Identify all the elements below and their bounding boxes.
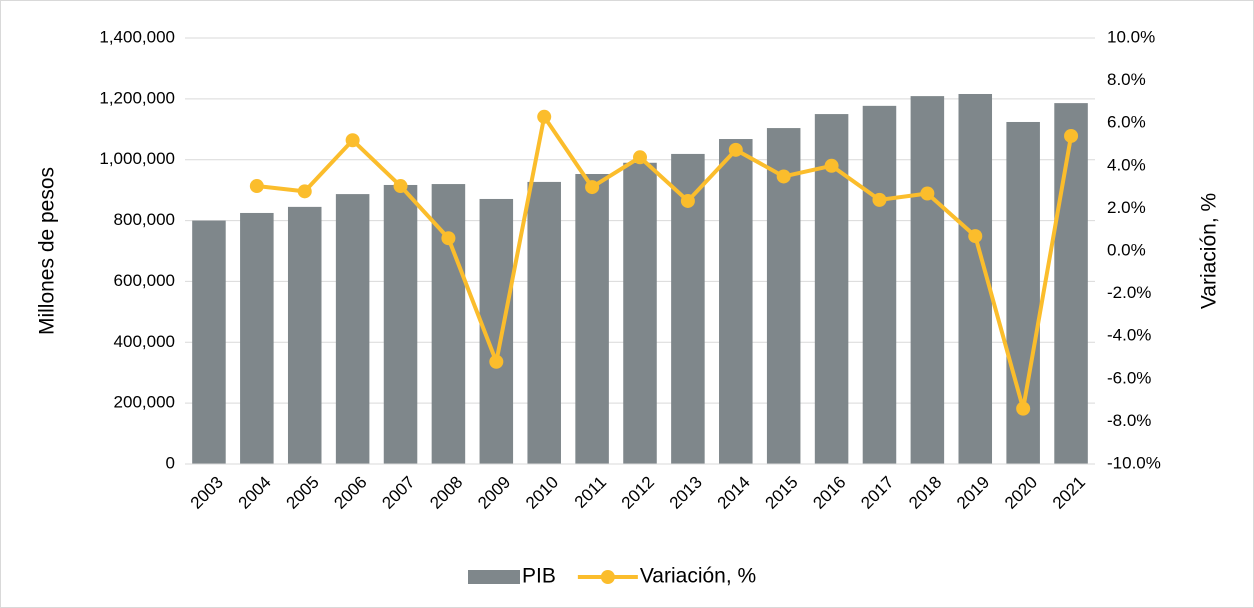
legend-label: PIB [522, 565, 556, 588]
y2-tick-label: -8.0% [1107, 411, 1151, 430]
bar [527, 181, 561, 465]
y2-axis-title: Variación, % [1198, 193, 1221, 309]
bar [910, 96, 945, 465]
point [824, 158, 839, 173]
y2-tick-label: 10.0% [1107, 27, 1155, 46]
point [1064, 128, 1079, 143]
y2-tick-label: 0.0% [1107, 240, 1146, 259]
point [441, 231, 456, 246]
point [1016, 401, 1031, 416]
point [728, 142, 743, 157]
y-tick-label: 0 [166, 453, 175, 472]
point [393, 179, 408, 194]
point [872, 192, 887, 207]
point [633, 150, 647, 165]
bar [719, 139, 753, 464]
bar [862, 105, 897, 464]
bar [431, 184, 466, 465]
point [968, 229, 983, 244]
point [537, 109, 552, 124]
bar [766, 128, 801, 464]
y-tick-label: 200,000 [114, 393, 175, 412]
y-tick-label: 400,000 [114, 332, 175, 351]
legend-swatch [600, 570, 615, 584]
line [256, 114, 1074, 411]
y-tick-label: 1,200,000 [99, 88, 175, 107]
point [680, 193, 695, 208]
legend-label: Variación, % [640, 565, 756, 588]
y2-tick-label: 4.0% [1107, 155, 1146, 174]
point [489, 354, 504, 369]
point [776, 169, 791, 184]
bar [575, 174, 609, 464]
y2-tick-label: 2.0% [1107, 198, 1146, 217]
point [345, 133, 360, 148]
y-axis-title: Millones de pesos [36, 167, 59, 335]
point [249, 179, 264, 194]
point [585, 180, 600, 195]
y-tick-label: 1,000,000 [99, 149, 175, 168]
legend-swatch [468, 570, 520, 584]
y-tick-label: 600,000 [114, 271, 175, 290]
y2-tick-label: 8.0% [1107, 70, 1146, 89]
bar [1054, 103, 1088, 465]
y2-tick-label: -6.0% [1107, 368, 1151, 387]
point [297, 184, 312, 199]
y2-tick-label: -2.0% [1107, 283, 1151, 302]
bar [192, 220, 226, 464]
bar [240, 212, 274, 464]
bar [287, 206, 322, 464]
y-tick-label: 800,000 [114, 210, 175, 229]
y-tick-label: 1,400,000 [99, 27, 175, 46]
bar [335, 194, 370, 464]
y2-tick-label: 6.0% [1107, 113, 1146, 132]
bar [383, 184, 418, 464]
point [920, 186, 935, 201]
y2-tick-label: -4.0% [1107, 326, 1151, 345]
y2-tick-label: -10.0% [1107, 453, 1161, 472]
bar [623, 162, 657, 464]
